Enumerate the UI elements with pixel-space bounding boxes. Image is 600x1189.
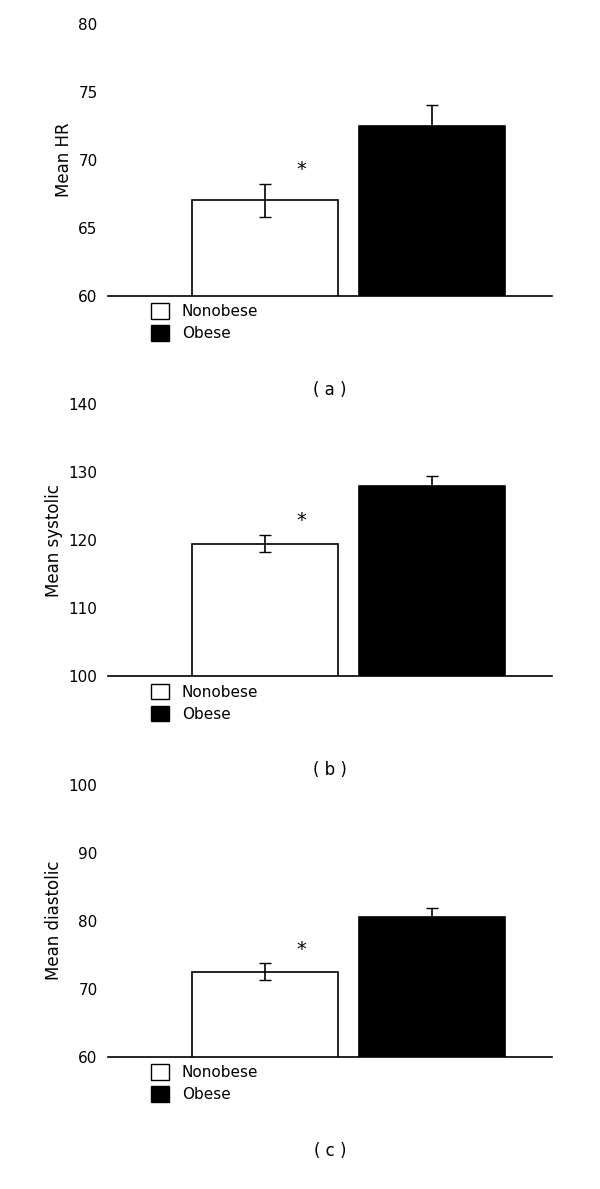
Text: *: *	[296, 161, 306, 180]
Text: ( b ): ( b )	[313, 761, 347, 779]
Legend: Nonobese, Obese: Nonobese, Obese	[151, 1064, 258, 1102]
Bar	[191, 543, 338, 677]
Y-axis label: Mean diastolic: Mean diastolic	[45, 861, 63, 981]
Bar	[359, 486, 505, 677]
Text: ( a ): ( a )	[313, 380, 347, 398]
Legend: Nonobese, Obese: Nonobese, Obese	[151, 303, 258, 341]
Text: *: *	[296, 939, 306, 958]
Text: ( c ): ( c )	[314, 1141, 346, 1159]
Y-axis label: Mean systolic: Mean systolic	[45, 484, 63, 597]
Y-axis label: Mean HR: Mean HR	[55, 122, 73, 197]
Text: *: *	[296, 511, 306, 530]
Bar	[191, 971, 338, 1057]
Legend: Nonobese, Obese: Nonobese, Obese	[151, 684, 258, 722]
Bar	[359, 917, 505, 1057]
Bar	[359, 126, 505, 296]
Bar	[191, 201, 338, 296]
